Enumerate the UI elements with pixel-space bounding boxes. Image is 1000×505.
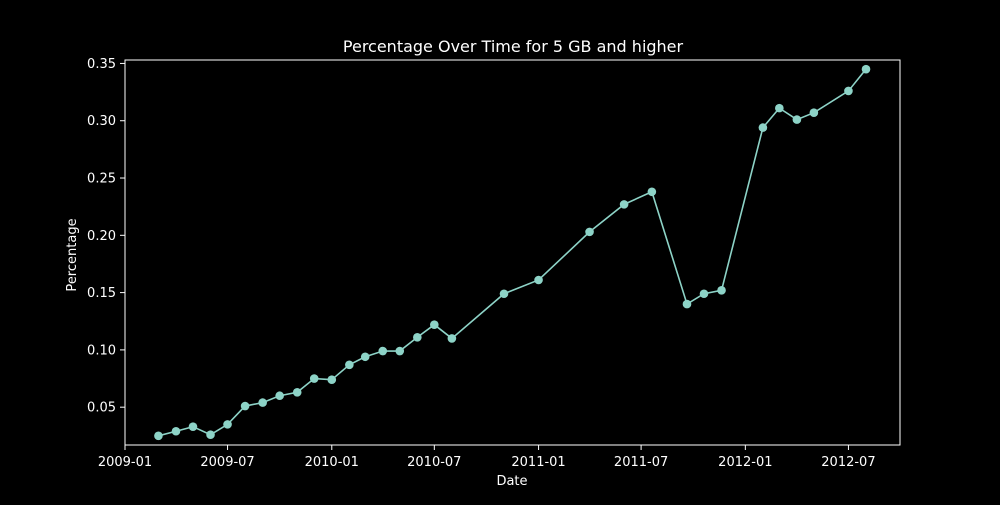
x-tick-label: 2010-07 [407, 455, 461, 470]
data-point [258, 398, 267, 407]
series-layer [154, 64, 871, 441]
data-point [413, 332, 422, 342]
y-axis-label: Percentage [65, 218, 80, 291]
x-tick-label: 2009-07 [200, 455, 254, 470]
x-tick-label: 2012-01 [718, 455, 772, 470]
data-point [206, 430, 215, 439]
y-axis-ticks: 0.05 0.10 0.15 0.20 0.25 0.30 0.35 [87, 57, 125, 416]
data-point [188, 422, 198, 431]
data-point [758, 123, 768, 132]
data-point [275, 391, 284, 401]
x-tick-label: 2009-01 [98, 455, 152, 470]
data-point [154, 431, 163, 441]
data-point [360, 352, 370, 362]
chart-title: Percentage Over Time for 5 GB and higher [343, 37, 684, 56]
data-point [792, 115, 802, 124]
data-point [682, 299, 692, 309]
x-tick-label: 2011-01 [511, 455, 565, 470]
data-point [240, 401, 250, 411]
data-point [430, 320, 439, 329]
data-point [292, 387, 302, 397]
y-tick-label: 0.25 [87, 172, 116, 187]
y-tick-label: 0.10 [87, 343, 116, 358]
x-tick-label: 2011-07 [614, 455, 668, 470]
data-point [717, 286, 726, 295]
data-point [647, 187, 657, 197]
y-tick-label: 0.35 [87, 57, 116, 72]
plot-area-frame [124, 59, 901, 446]
data-point [775, 103, 784, 113]
data-point [809, 108, 819, 118]
data-point [309, 374, 319, 383]
data-point [345, 360, 354, 370]
data-point [223, 420, 232, 429]
x-tick-label: 2012-07 [821, 455, 875, 470]
data-point [699, 289, 709, 299]
data-point [585, 227, 594, 237]
data-point [378, 346, 388, 356]
data-point [534, 275, 543, 285]
data-point [327, 375, 337, 384]
y-tick-label: 0.20 [87, 229, 116, 244]
x-axis-ticks: 2009-01 2009-07 2010-01 2010-07 2011-01 2011-… [98, 445, 876, 470]
x-axis-label: Date [496, 474, 527, 489]
series-line [158, 68, 867, 437]
data-point [861, 64, 871, 74]
data-point [619, 200, 629, 209]
data-point [844, 86, 853, 96]
data-point [395, 346, 405, 356]
y-tick-label: 0.30 [87, 114, 116, 129]
data-point [447, 334, 457, 343]
y-tick-label: 0.15 [87, 286, 116, 301]
x-tick-label: 2010-01 [305, 455, 359, 470]
data-point [171, 426, 181, 436]
y-tick-label: 0.05 [87, 401, 116, 416]
data-point [499, 289, 509, 299]
